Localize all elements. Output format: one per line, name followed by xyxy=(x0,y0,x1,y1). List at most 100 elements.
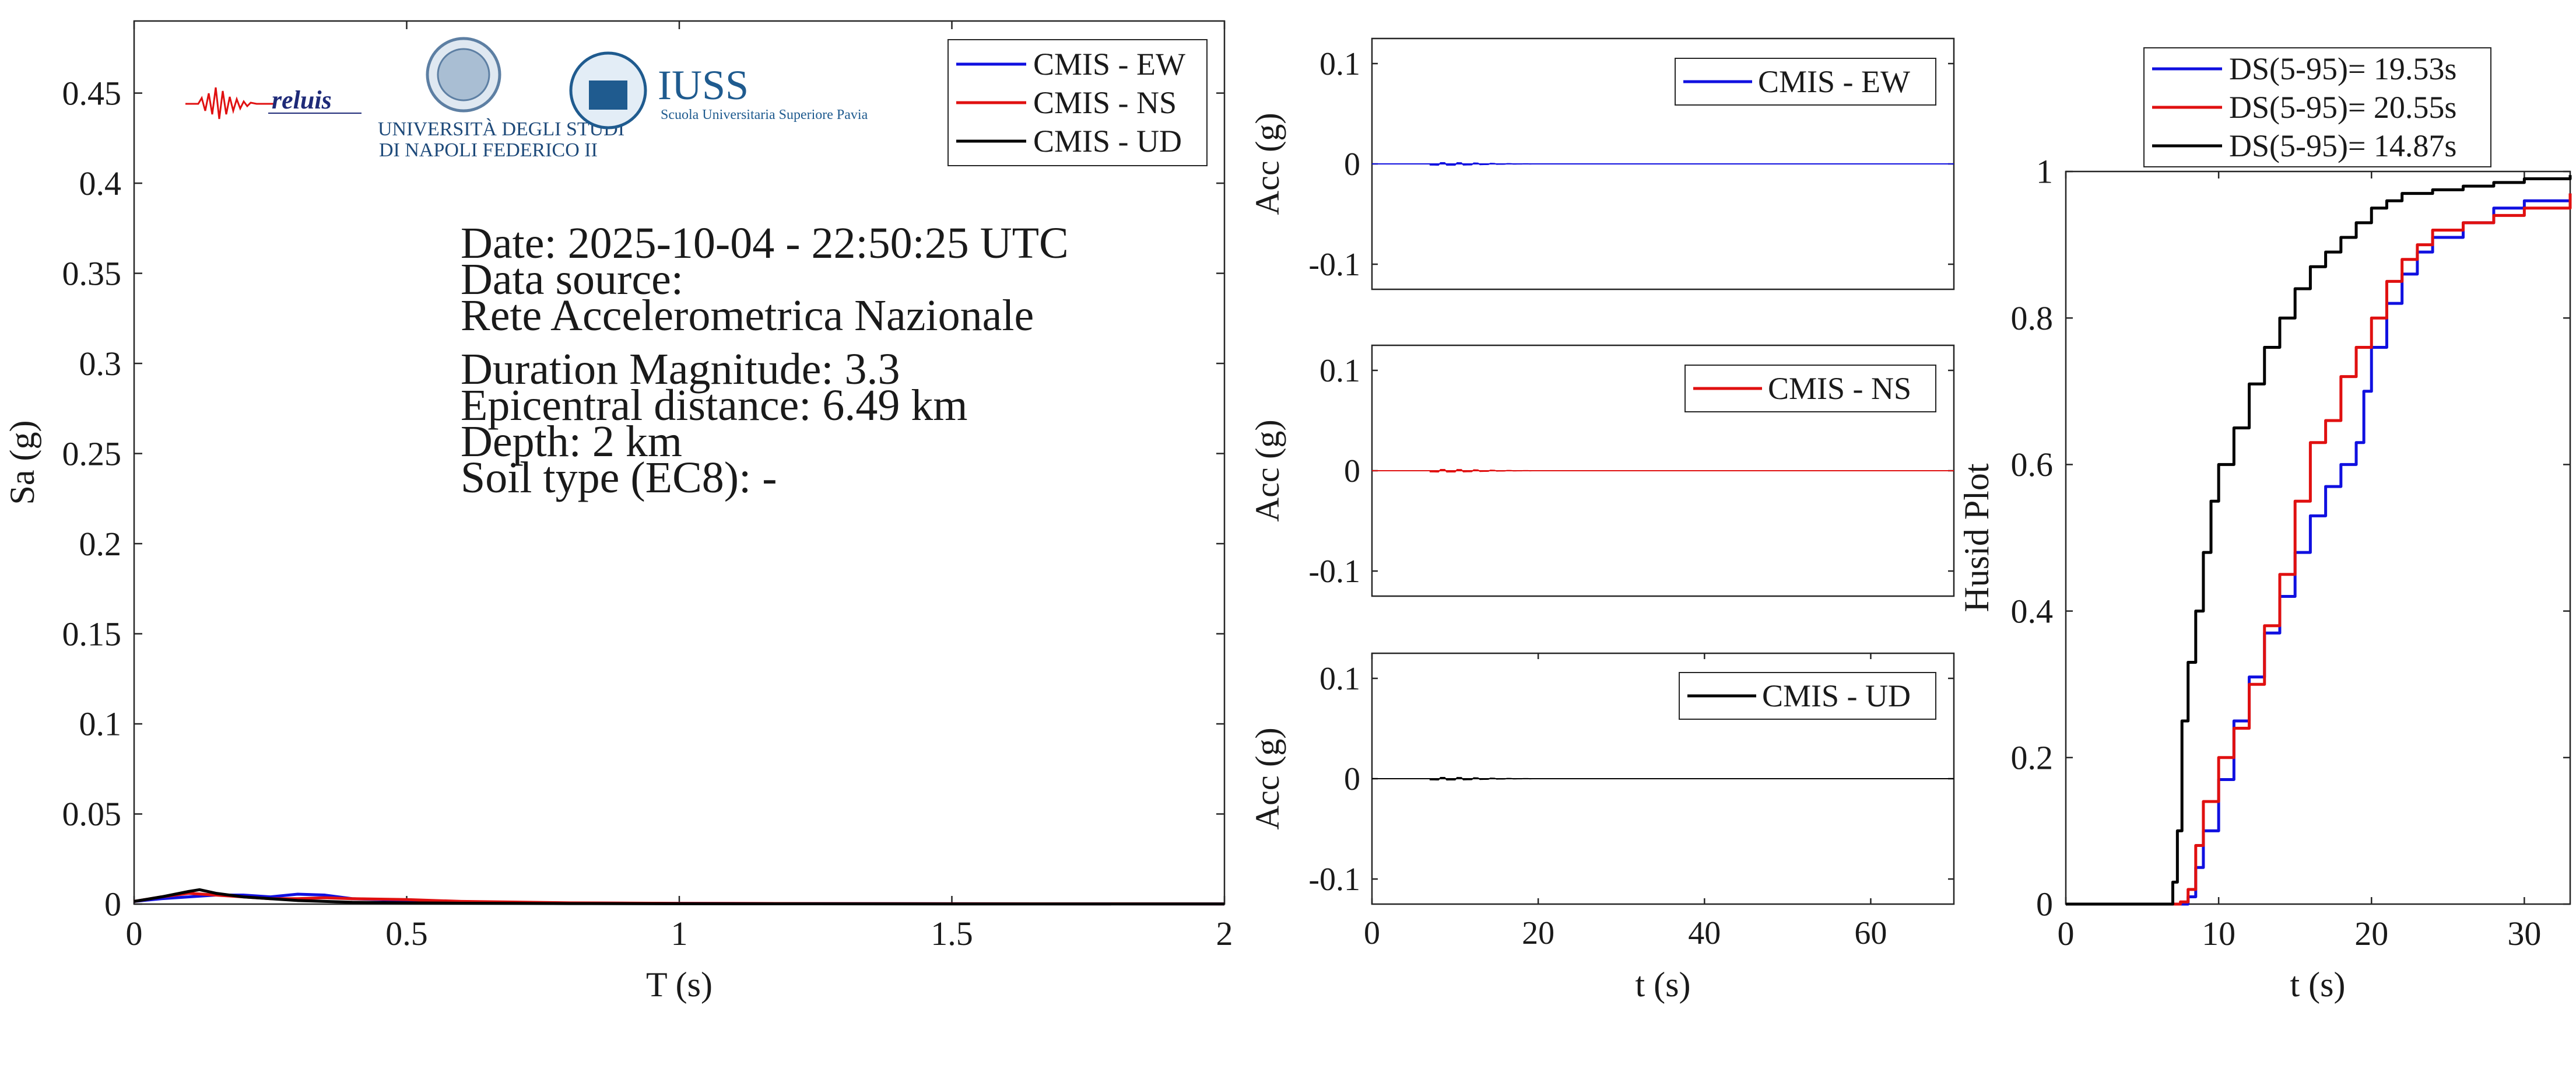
iuss-logo-text: IUSS xyxy=(658,62,749,108)
event-info: Date: 2025-10-04 - 22:50:25 UTC Data sou… xyxy=(461,219,1069,502)
spectrum-xtick-label: 1.5 xyxy=(931,915,973,953)
spectrum-xtick-label: 0 xyxy=(126,915,143,953)
data-source: Rete Accelerometrica Nazionale xyxy=(461,291,1034,340)
epicentral-distance: Epicentral distance: 6.49 km xyxy=(461,381,968,430)
acc_ud-ytick-label: 0.1 xyxy=(1319,661,1360,697)
acc-ns-ticks: -0.1 0 0.1 xyxy=(1308,353,1954,590)
iuss-logo-subtitle: Scuola Universitaria Superiore Pavia xyxy=(661,107,868,122)
legend-label-ew: CMIS - EW xyxy=(1033,47,1185,82)
acc-ns-ylabel: Acc (g) xyxy=(1248,419,1286,522)
data-source-label: Data source: xyxy=(461,255,683,304)
spectrum-panel: 0 0.5 1 1.5 2 0 0.05 0.1 0.15 0.2 0.25 0.3 0.35 0.4 0.… xyxy=(3,20,1233,1004)
legend-label-ud: CMIS - UD xyxy=(1033,124,1182,159)
husid-legend-label-3: DS(5-95)= 14.87s xyxy=(2229,128,2456,163)
acc-ew-ylabel: Acc (g) xyxy=(1248,113,1286,215)
spectrum-ytick-label: 0.3 xyxy=(79,345,122,383)
soil-type: Soil type (EC8): - xyxy=(461,453,777,502)
husid-xtick-label: 10 xyxy=(2202,915,2235,953)
acc_ns-ytick-label: -0.1 xyxy=(1308,554,1360,590)
husid-legend: DS(5-95)= 19.53s DS(5-95)= 20.55s DS(5-9… xyxy=(2143,47,2491,167)
spectrum-ytick-label: 0.15 xyxy=(62,615,122,653)
acc_ns-signal-burst xyxy=(1429,468,1553,473)
acc_ud-xtick-label: 0 xyxy=(1364,915,1380,951)
acc-ud-series xyxy=(1372,776,1954,781)
spectrum-ytick-label: 0 xyxy=(104,885,121,923)
spectrum-ytick-label: 0.05 xyxy=(62,795,122,833)
husid-xtick-label: 30 xyxy=(2507,915,2541,953)
spectrum-xtick-label: 1 xyxy=(671,915,688,953)
acc_ud-ytick-label: -0.1 xyxy=(1308,862,1360,898)
spectrum-xlabel: T (s) xyxy=(646,965,713,1004)
spectrum-series-2 xyxy=(134,888,1224,906)
acc-ew-panel: -0.1 0 0.1 CMIS - EW Acc (g) xyxy=(1248,37,1955,290)
acc-ud-legend-label: CMIS - UD xyxy=(1762,678,1911,713)
husid-ticks: 0 10 20 30 0 0.2 0.4 0.6 0.8 1 xyxy=(2011,153,2570,953)
husid-xlabel: t (s) xyxy=(2290,965,2346,1004)
husid-panel: 0 10 20 30 0 0.2 0.4 0.6 0.8 1 DS(5-95)= 19.53s D… xyxy=(1957,47,2572,1004)
unina-logo-line2: DI NAPOLI FEDERICO II xyxy=(379,139,598,161)
iuss-emblem-building xyxy=(589,80,627,110)
spectrum-xtick-label: 2 xyxy=(1216,915,1233,953)
husid-ylabel: Husid Plot xyxy=(1957,463,1996,612)
spectrum-legend: CMIS - EW CMIS - NS CMIS - UD xyxy=(947,39,1208,166)
legend-label-ns: CMIS - NS xyxy=(1033,85,1177,120)
spectrum-ytick-label: 0.45 xyxy=(62,74,122,112)
acc-ns-panel: -0.1 0 0.1 CMIS - NS Acc (g) xyxy=(1248,344,1955,597)
acc_ud-signal-burst xyxy=(1429,776,1553,781)
acc_ew-ytick-label: 0 xyxy=(1344,146,1360,183)
husid-series-1 xyxy=(2066,193,2572,906)
unina-logo-line1: UNIVERSITÀ DEGLI STUDI xyxy=(378,118,624,140)
husid-ytick-label: 0.4 xyxy=(2011,592,2054,630)
spectrum-ytick-label: 0.2 xyxy=(79,525,122,563)
acc_ud-xtick-label: 20 xyxy=(1522,915,1554,951)
acc-ud-ticks: 0 20 40 60-0.100.1 xyxy=(1308,653,1954,951)
husid-ytick-label: 0.2 xyxy=(2011,739,2054,777)
acc-ew-series xyxy=(1372,162,1954,166)
husid-plot-area xyxy=(2065,170,2571,905)
husid-xtick-label: 0 xyxy=(2058,915,2075,953)
acc_ew-ytick-label: -0.1 xyxy=(1308,247,1360,283)
unina-seal-inner xyxy=(437,48,490,101)
seismogram-icon xyxy=(185,87,274,120)
husid-ytick-label: 0 xyxy=(2036,885,2053,923)
acc_ew-signal-burst xyxy=(1429,162,1553,166)
husid-legend-label-1: DS(5-95)= 19.53s xyxy=(2229,51,2456,86)
acc-ud-ylabel: Acc (g) xyxy=(1248,727,1286,830)
acc_ns-ytick-label: 0.1 xyxy=(1319,353,1360,389)
spectrum-ytick-label: 0.4 xyxy=(79,164,122,202)
acc_ud-ytick-label: 0 xyxy=(1344,761,1360,797)
iuss-logo: IUSS Scuola Universitaria Superiore Pavi… xyxy=(569,51,868,129)
duration-magnitude: Duration Magnitude: 3.3 xyxy=(461,345,900,394)
husid-legend-label-2: DS(5-95)= 20.55s xyxy=(2229,90,2456,125)
acc_ew-ytick-label: 0.1 xyxy=(1319,46,1360,82)
spectrum-ylabel: Sa (g) xyxy=(3,421,41,505)
acc-ew-ticks: -0.1 0 0.1 xyxy=(1308,46,1954,283)
spectrum-ytick-label: 0.1 xyxy=(79,705,122,743)
acc-ud-panel: 0 20 40 60-0.100.1 CMIS - UD Acc (g) t (s) xyxy=(1248,652,1955,1004)
event-depth: Depth: 2 km xyxy=(461,417,682,466)
acc-ew-legend-label: CMIS - EW xyxy=(1758,64,1910,99)
husid-ytick-label: 1 xyxy=(2036,153,2053,191)
acc_ns-ytick-label: 0 xyxy=(1344,453,1360,489)
reluis-logo: reluis xyxy=(185,86,362,120)
acc-ns-series xyxy=(1372,468,1954,473)
spectrum-plot-area xyxy=(133,20,1226,905)
unina-logo: UNIVERSITÀ DEGLI STUDI DI NAPOLI FEDERIC… xyxy=(378,37,624,161)
acc-ns-legend-label: CMIS - NS xyxy=(1768,371,1911,406)
spectrum-xtick-label: 0.5 xyxy=(385,915,428,953)
husid-ytick-label: 0.6 xyxy=(2011,446,2054,484)
husid-ytick-label: 0.8 xyxy=(2011,299,2054,337)
spectrum-ytick-label: 0.25 xyxy=(62,435,122,472)
spectrum-ytick-label: 0.35 xyxy=(62,254,122,292)
husid-xtick-label: 20 xyxy=(2354,915,2388,953)
acc_ud-xtick-label: 40 xyxy=(1688,915,1721,951)
reluis-logo-text: reluis xyxy=(272,86,332,114)
acc_ud-xtick-label: 60 xyxy=(1854,915,1887,951)
spectrum-series xyxy=(134,888,1225,906)
husid-series-2 xyxy=(2066,175,2572,906)
acc-xlabel: t (s) xyxy=(1636,965,1691,1004)
spectrum-ticks: 0 0.5 1 1.5 2 0 0.05 0.1 0.15 0.2 0.25 0.3 0.35 0.4 0.… xyxy=(62,21,1233,953)
event-date: Date: 2025-10-04 - 22:50:25 UTC xyxy=(461,219,1069,268)
husid-series xyxy=(2066,175,2572,906)
